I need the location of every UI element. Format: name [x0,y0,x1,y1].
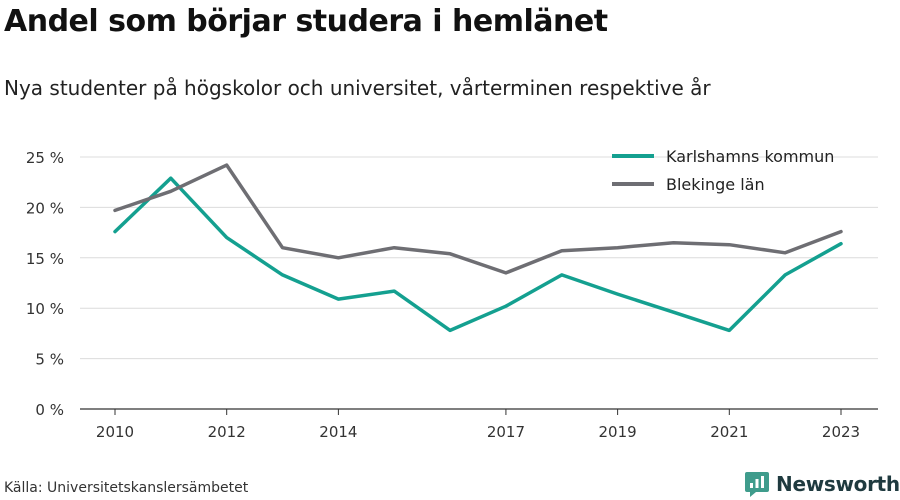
series-line [113,163,843,275]
x-tick-label: 2021 [710,423,748,441]
y-tick-label: 0 % [35,401,64,419]
series-lines [113,163,843,333]
gridlines [80,156,878,410]
chart-subtitle: Nya studenter på högskolor och universit… [4,76,711,100]
y-tick-label: 20 % [26,199,64,217]
y-axis: 0 % 5 % 10 % 15 % 20 % 25 % [26,149,64,419]
x-tick-label: 2010 [96,423,134,441]
newsworthy-logo-icon [745,472,769,497]
x-tick-label: 2012 [208,423,246,441]
chart-title: Andel som börjar studera i hemlänet [4,4,608,39]
x-tick-label: 2017 [487,423,525,441]
x-tick-label: 2019 [599,423,637,441]
x-tick-label: 2014 [319,423,357,441]
legend-label: Karlshamns kommun [666,147,834,166]
series-line [113,176,843,333]
source-note: Källa: Universitetskanslersämbetet [4,480,249,496]
y-tick-label: 25 % [26,149,64,167]
legend-label: Blekinge län [666,175,765,194]
y-tick-label: 15 % [26,250,64,268]
y-tick-label: 5 % [35,351,64,369]
brand-name: Newsworthy [776,472,900,496]
brand-logo[interactable]: Newsworthy [744,470,900,498]
y-tick-label: 10 % [26,300,64,318]
x-tick-label: 2023 [822,423,860,441]
legend: Karlshamns kommun Blekinge län [612,147,834,194]
x-axis: 2010 2012 2014 2017 2019 2021 2023 [96,409,860,441]
